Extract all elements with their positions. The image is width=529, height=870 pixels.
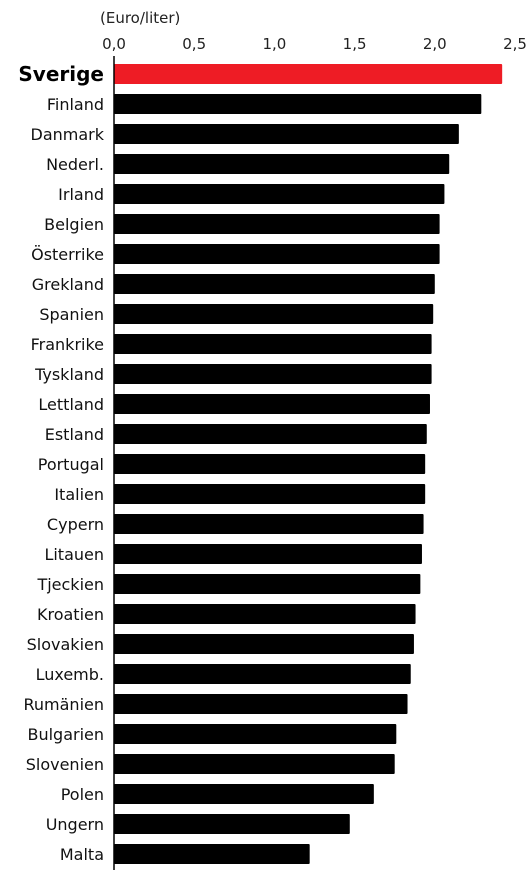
bar-belgien [114, 214, 440, 234]
category-label-finland: Finland [47, 95, 104, 114]
category-label-nederl: Nederl. [46, 155, 104, 174]
category-label-rumanien: Rumänien [24, 695, 105, 714]
category-label-estland: Estland [45, 425, 104, 444]
bar-malta [114, 844, 310, 864]
category-label-slovakien: Slovakien [27, 635, 104, 654]
bar-danmark [114, 124, 459, 144]
bar-sverige [114, 64, 503, 84]
x-tick-label: 1,0 [262, 35, 286, 53]
x-tick-label: 2,0 [423, 35, 447, 53]
unit-label: (Euro/liter) [100, 9, 180, 27]
category-labels: Sverige Finland Danmark Nederl. Irland Belgie… [18, 62, 104, 864]
bar-ungern [114, 814, 350, 834]
category-label-osterrike: Österrike [31, 245, 104, 264]
category-label-frankrike: Frankrike [31, 335, 104, 354]
category-label-polen: Polen [61, 785, 104, 804]
bar-irland [114, 184, 445, 204]
x-tick-label: 2,5 [503, 35, 527, 53]
bar-estland [114, 424, 427, 444]
bar-polen [114, 784, 374, 804]
bar-osterrike [114, 244, 440, 264]
category-label-bulgarien: Bulgarien [27, 725, 104, 744]
category-label-portugal: Portugal [38, 455, 104, 474]
category-label-luxemb: Luxemb. [36, 665, 104, 684]
bar-italien [114, 484, 426, 504]
bar-tyskland [114, 364, 432, 384]
category-label-lettland: Lettland [38, 395, 104, 414]
bar-cypern [114, 514, 424, 534]
category-label-irland: Irland [58, 185, 104, 204]
bar-finland [114, 94, 482, 114]
bar-spanien [114, 304, 434, 324]
x-tick-label: 1,5 [343, 35, 367, 53]
bar-lettland [114, 394, 430, 414]
bar-tjeckien [114, 574, 421, 594]
bars [114, 64, 503, 864]
category-label-slovenien: Slovenien [26, 755, 104, 774]
category-label-malta: Malta [60, 845, 104, 864]
bar-slovenien [114, 754, 395, 774]
category-label-cypern: Cypern [47, 515, 104, 534]
category-label-ungern: Ungern [46, 815, 104, 834]
category-label-belgien: Belgien [44, 215, 104, 234]
category-label-litauen: Litauen [44, 545, 104, 564]
x-tick-label: 0,0 [102, 35, 126, 53]
category-label-spanien: Spanien [39, 305, 104, 324]
bar-grekland [114, 274, 435, 294]
bar-rumanien [114, 694, 408, 714]
category-label-tjeckien: Tjeckien [36, 575, 104, 594]
bar-kroatien [114, 604, 416, 624]
category-label-tyskland: Tyskland [34, 365, 104, 384]
x-axis-ticks: 0,0 0,5 1,0 1,5 2,0 2,5 [102, 35, 527, 53]
bar-litauen [114, 544, 422, 564]
category-label-grekland: Grekland [32, 275, 104, 294]
bar-slovakien [114, 634, 414, 654]
category-label-sverige: Sverige [18, 62, 104, 86]
x-tick-label: 0,5 [182, 35, 206, 53]
category-label-kroatien: Kroatien [37, 605, 104, 624]
bar-bulgarien [114, 724, 397, 744]
bar-portugal [114, 454, 426, 474]
category-label-danmark: Danmark [31, 125, 105, 144]
category-label-italien: Italien [54, 485, 104, 504]
bar-luxemb [114, 664, 411, 684]
bar-nederl [114, 154, 450, 174]
bar-frankrike [114, 334, 432, 354]
